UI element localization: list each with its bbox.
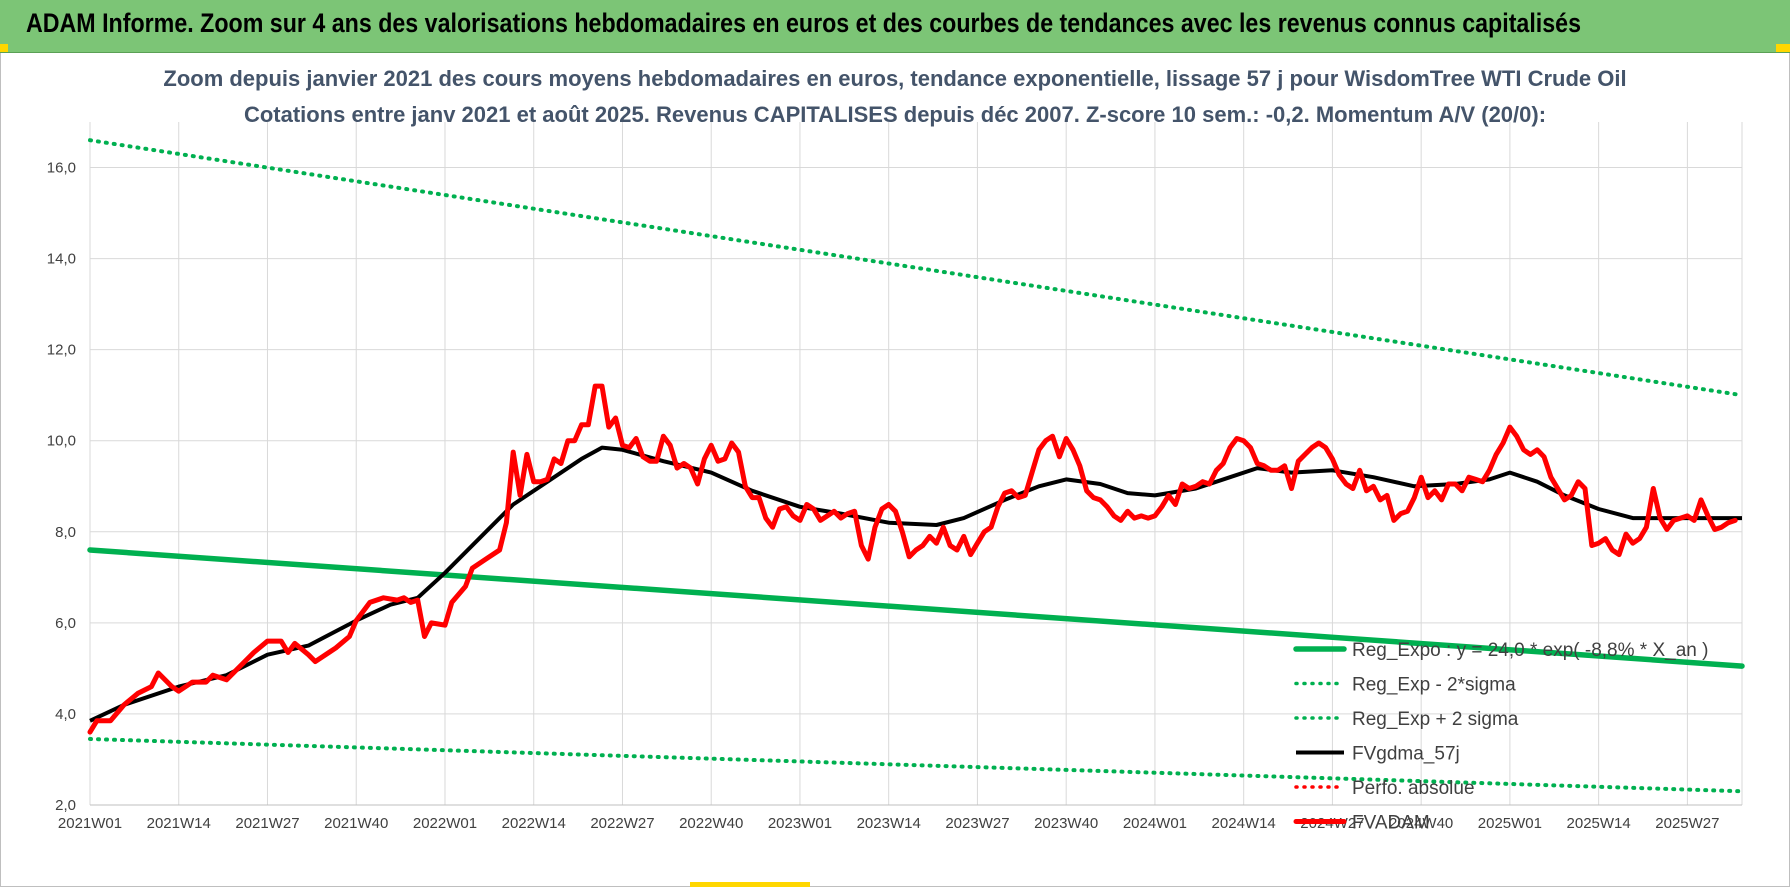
y-tick-label: 16,0 [47, 160, 76, 177]
x-tick-label: 2021W27 [235, 815, 299, 832]
x-tick-label: 2022W14 [502, 815, 566, 832]
y-tick-label: 12,0 [47, 342, 76, 359]
y-tick-label: 8,0 [55, 524, 76, 541]
page-title: ADAM Informe. Zoom sur 4 ans des valoris… [26, 8, 1581, 38]
legend: Reg_Expo : y = 24,0 * exp( -8,8% * X_an … [1293, 640, 1708, 834]
y-tick-label: 14,0 [47, 251, 76, 268]
series-line-reg-expo-y-24-0-exp-8-8-x-an [87, 547, 1745, 669]
line-chart: Zoom depuis janvier 2021 des cours moyen… [47, 66, 1745, 834]
series-lines [87, 138, 1745, 794]
x-tick-label: 2024W01 [1123, 815, 1187, 832]
chart-subtitle: Cotations entre janv 2021 et août 2025. … [244, 102, 1546, 127]
legend-label: Reg_Expo : y = 24,0 * exp( -8,8% * X_an … [1352, 640, 1708, 661]
header-accent-left [0, 44, 8, 52]
x-tick-label: 2025W01 [1478, 815, 1542, 832]
x-tick-label: 2023W27 [945, 815, 1009, 832]
x-tick-label: 2024W40 [1389, 815, 1453, 832]
x-tick-label: 2021W01 [58, 815, 122, 832]
series-line-reg-exp-2-sigma [88, 737, 1744, 794]
x-tick-label: 2022W27 [590, 815, 654, 832]
legend-label: Reg_Exp + 2 sigma [1352, 709, 1519, 730]
x-tick-label: 2023W01 [768, 815, 832, 832]
axes: 2,0 4,0 6,0 8,0 10,0 12,0 14,0 16,0 2021W01 2021W… [47, 160, 1742, 832]
series-line-fvadam [87, 383, 1738, 735]
legend-label: Perfo. absolue [1352, 778, 1475, 799]
chart-title: Zoom depuis janvier 2021 des cours moyen… [163, 66, 1626, 91]
bottom-accent [690, 882, 810, 887]
x-tick-label: 2025W14 [1567, 815, 1631, 832]
legend-label: FVADAM [1352, 813, 1430, 834]
y-tick-label: 4,0 [55, 706, 76, 723]
series-line-reg-exp-2-sigma [88, 138, 1744, 398]
x-tick-label: 2022W40 [679, 815, 743, 832]
legend-label: FVgdma_57j [1352, 744, 1460, 765]
x-tick-label: 2023W40 [1034, 815, 1098, 832]
y-tick-label: 10,0 [47, 433, 76, 450]
x-tick-label: 2025W27 [1655, 815, 1719, 832]
x-tick-label: 2021W40 [324, 815, 388, 832]
header-accent-right [1776, 44, 1790, 52]
header-bar: ADAM Informe. Zoom sur 4 ans des valoris… [0, 0, 1790, 53]
x-tick-label: 2021W14 [147, 815, 211, 832]
legend-label: Reg_Exp - 2*sigma [1352, 675, 1516, 696]
x-tick-label: 2022W01 [413, 815, 477, 832]
x-tick-label: 2023W14 [857, 815, 921, 832]
y-tick-label: 6,0 [55, 615, 76, 632]
y-tick-label: 2,0 [55, 797, 76, 814]
x-tick-label: 2024W14 [1212, 815, 1276, 832]
